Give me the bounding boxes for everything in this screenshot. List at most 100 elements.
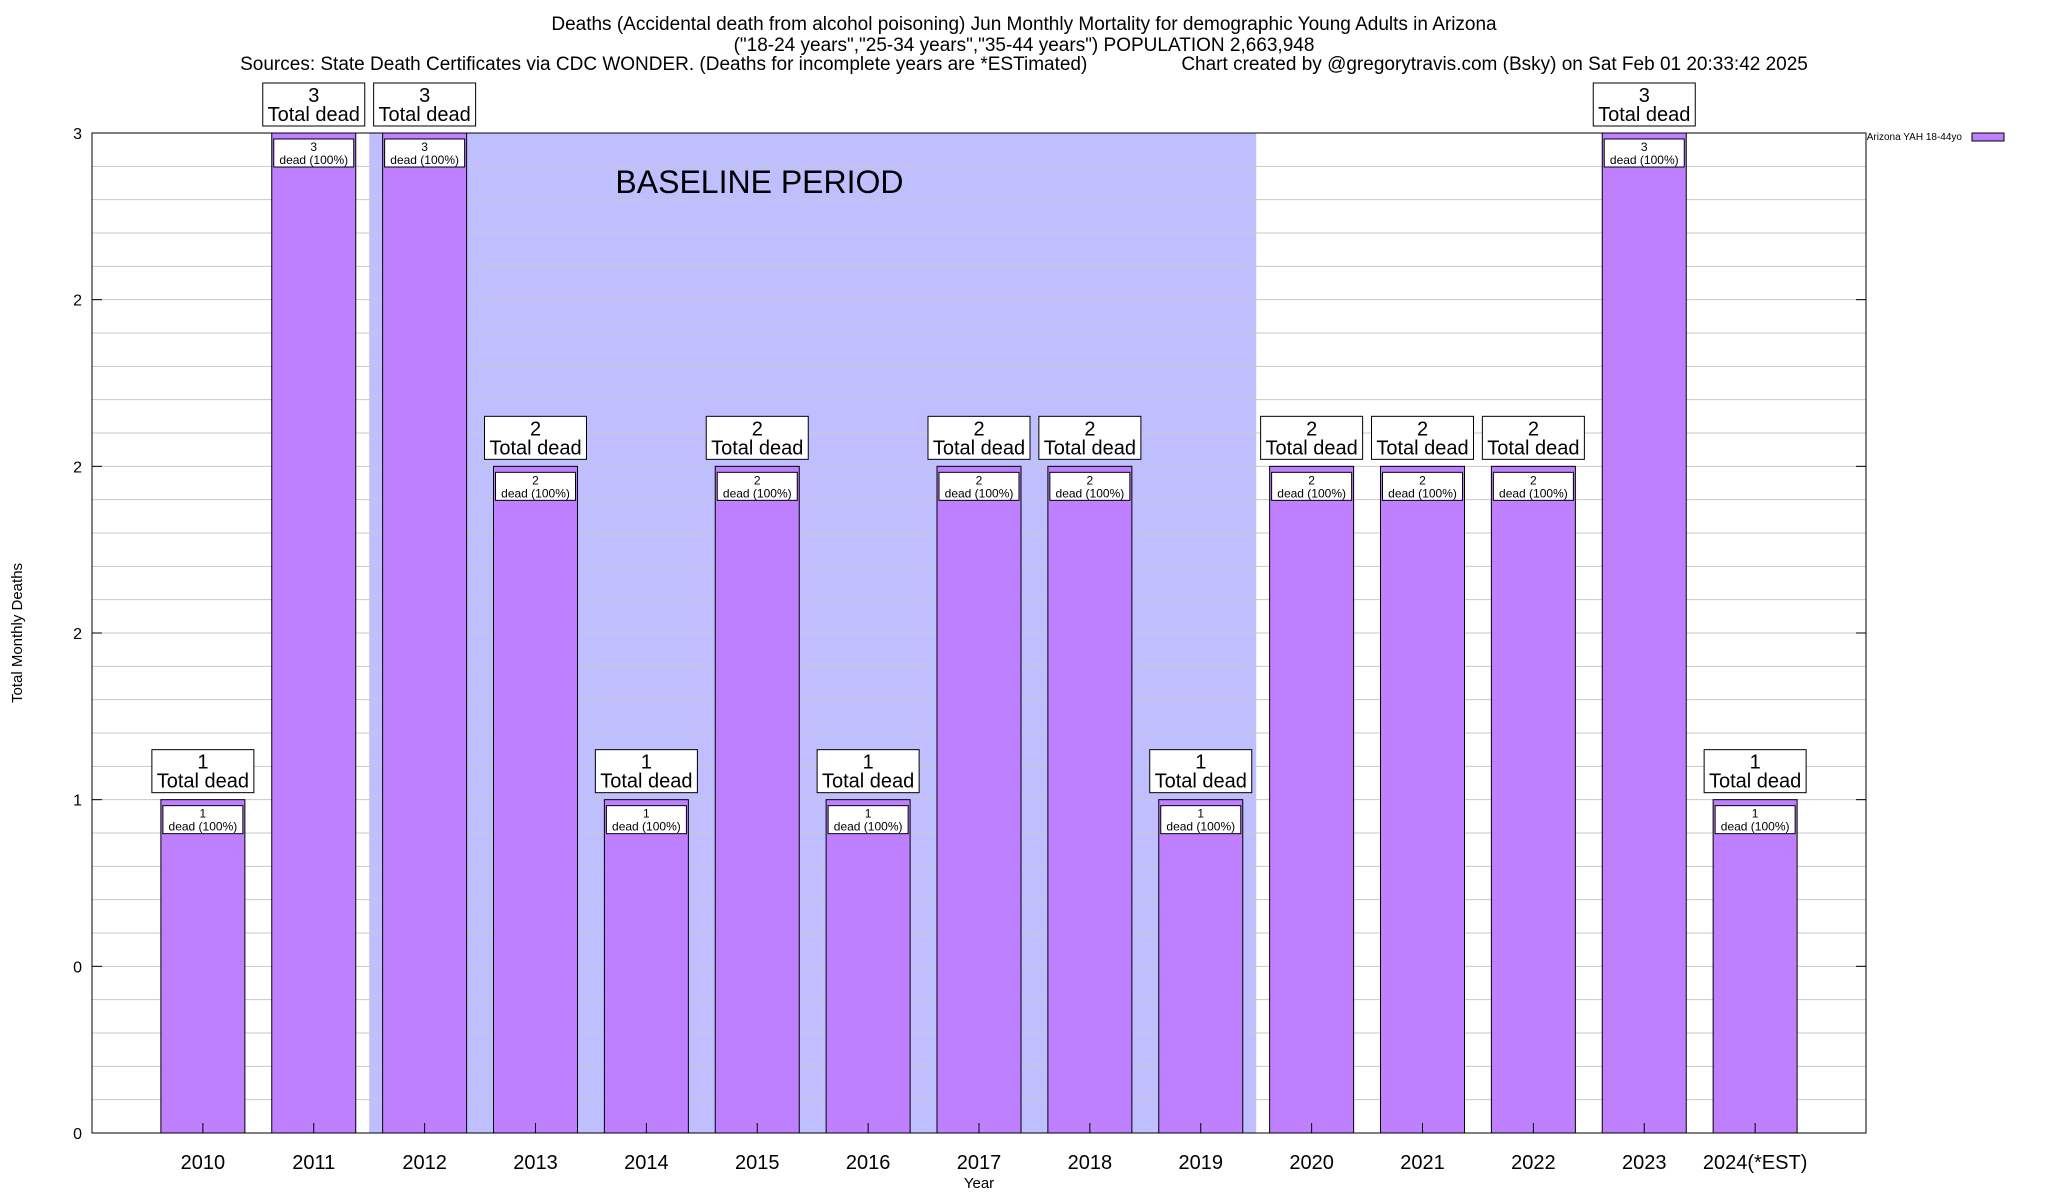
- x-tick-label: 2011: [292, 1152, 335, 1174]
- total-label-text: Total dead: [600, 771, 692, 793]
- inner-label-count: 1: [1197, 807, 1204, 821]
- total-label-text: Total dead: [1155, 771, 1247, 793]
- x-tick-label: 2024(*EST): [1703, 1152, 1808, 1174]
- inner-label-text: dead (100%): [1166, 820, 1235, 834]
- total-label-count: 2: [530, 418, 541, 440]
- inner-label-box: [716, 471, 798, 501]
- x-tick-label: 2013: [513, 1152, 558, 1174]
- total-label-text: Total dead: [933, 437, 1025, 459]
- total-label-box: [1149, 749, 1253, 794]
- total-label-box: [373, 82, 477, 127]
- bar-2022: [1490, 465, 1576, 1134]
- bar-2020: [1269, 465, 1355, 1134]
- inner-label-count: 3: [421, 140, 428, 154]
- inner-label-box: [384, 138, 466, 168]
- total-label-count: 3: [1639, 85, 1650, 107]
- inner-label-count: 1: [643, 807, 650, 821]
- total-label-count: 1: [197, 752, 208, 774]
- inner-label-box: [1049, 471, 1131, 501]
- inner-label-text: dead (100%): [834, 820, 903, 834]
- total-label-text: Total dead: [1709, 771, 1801, 793]
- total-label-box: [1260, 415, 1364, 460]
- total-label-text: Total dead: [1265, 437, 1357, 459]
- legend-swatch: [1971, 132, 2005, 142]
- inner-label-box: [605, 805, 687, 835]
- plot-border: [91, 132, 1867, 1134]
- inner-label-count: 2: [754, 473, 761, 487]
- total-label-count: 1: [1195, 752, 1206, 774]
- total-label-box: [1038, 415, 1142, 460]
- total-label-count: 1: [863, 752, 874, 774]
- inner-label-count: 1: [865, 807, 872, 821]
- inner-label-box: [1271, 471, 1353, 501]
- inner-label-count: 2: [1530, 473, 1537, 487]
- total-label-text: Total dead: [711, 437, 803, 459]
- y-axis-title: Total Monthly Deaths: [9, 563, 26, 703]
- total-label-box: [1703, 749, 1807, 794]
- x-tick-label: 2022: [1511, 1152, 1556, 1174]
- inner-label-text: dead (100%): [1721, 820, 1790, 834]
- total-label-text: Total dead: [1598, 104, 1690, 126]
- x-tick-label: 2023: [1622, 1152, 1667, 1174]
- x-tick-label: 2015: [735, 1152, 780, 1174]
- inner-label-box: [1160, 805, 1242, 835]
- bar-2019: [1158, 799, 1244, 1134]
- y-tick-label: 0: [73, 1126, 82, 1143]
- total-label-text: Total dead: [1487, 437, 1579, 459]
- x-tick-label: 2017: [957, 1152, 1002, 1174]
- inner-label-text: dead (100%): [1388, 486, 1457, 500]
- y-tick-label: 2: [73, 293, 82, 310]
- inner-label-box: [162, 805, 244, 835]
- total-label-count: 2: [1306, 418, 1317, 440]
- total-label-count: 2: [1417, 418, 1428, 440]
- bar-2010: [160, 799, 246, 1134]
- inner-label-count: 1: [200, 807, 207, 821]
- inner-label-box: [1714, 805, 1796, 835]
- bar-2014: [603, 799, 689, 1134]
- total-label-text: Total dead: [489, 437, 581, 459]
- total-label-box: [151, 749, 255, 794]
- inner-label-count: 3: [310, 140, 317, 154]
- bar-2015: [714, 465, 800, 1134]
- total-label-box: [262, 82, 366, 127]
- inner-label-count: 2: [1308, 473, 1315, 487]
- inner-label-box: [1492, 471, 1574, 501]
- inner-label-text: dead (100%): [1277, 486, 1346, 500]
- y-tick-label: 2: [73, 626, 82, 643]
- total-label-box: [816, 749, 920, 794]
- chart-source: Sources: State Death Certificates via CD…: [240, 54, 1088, 75]
- y-tick-label: 0: [73, 959, 82, 976]
- x-tick-label: 2021: [1400, 1152, 1445, 1174]
- inner-label-box: [1603, 138, 1685, 168]
- inner-label-box: [938, 471, 1020, 501]
- total-label-count: 1: [641, 752, 652, 774]
- total-label-text: Total dead: [1044, 437, 1136, 459]
- x-axis-title: Year: [964, 1175, 994, 1192]
- inner-label-box: [1382, 471, 1463, 501]
- total-label-text: Total dead: [378, 104, 470, 126]
- bar-2023: [1601, 132, 1687, 1134]
- legend: Arizona YAH 18-44yo: [1867, 132, 2005, 143]
- inner-label-count: 2: [532, 473, 539, 487]
- total-label-text: Total dead: [1376, 437, 1468, 459]
- chart-source-line: Sources: State Death Certificates via CD…: [0, 54, 2048, 75]
- total-label-count: 3: [419, 85, 430, 107]
- total-label-count: 2: [1084, 418, 1095, 440]
